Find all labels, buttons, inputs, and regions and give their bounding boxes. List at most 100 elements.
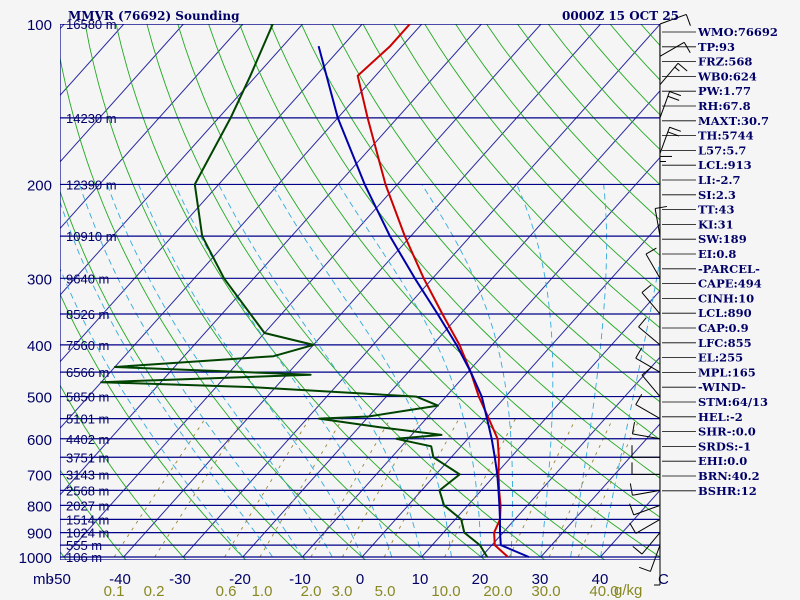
stability-index: BRN:40.2 — [698, 469, 760, 483]
stability-index: TP:93 — [698, 40, 735, 54]
wind-barb-flag — [667, 95, 680, 101]
dry-adiabat-line — [60, 384, 187, 560]
wind-barb-shaft — [635, 357, 661, 373]
axis-labels: 16580 m 14230 m 12390 m 10910 m 9640 m 8526 m… — [19, 17, 669, 600]
stability-index: -PARCEL- — [698, 262, 760, 276]
height-label: 5101 m — [66, 412, 109, 427]
dry-adiabat-line — [60, 550, 67, 560]
dry-adiabat-line — [331, 24, 660, 403]
dry-adiabat-line — [60, 55, 367, 560]
stability-index: EHI:0.0 — [698, 454, 747, 468]
isotherm-line — [480, 356, 660, 558]
wind-barb — [629, 518, 661, 534]
wind-barb-shaft — [632, 433, 661, 440]
wind-barb — [659, 91, 682, 119]
pressure-tick-label: 100 — [27, 17, 52, 34]
wind-barb-flag — [631, 421, 636, 434]
stability-index: EI:0.8 — [698, 247, 736, 261]
moist-adiabat-line — [60, 267, 244, 558]
stability-index: CINH:10 — [698, 291, 754, 305]
wind-barb-shaft — [659, 41, 685, 57]
isotherm-line — [421, 289, 660, 558]
wind-barb-flag — [669, 91, 682, 97]
wind-barb-shaft — [659, 91, 671, 119]
height-label: 4402 m — [66, 432, 109, 447]
dry-adiabat-line — [300, 24, 660, 441]
height-label: 14230 m — [66, 111, 117, 126]
wind-barb-flag — [638, 317, 647, 328]
height-label: 555 m — [66, 538, 102, 553]
dry-adiabat-line — [455, 24, 660, 257]
pressure-tick-label: 500 — [27, 390, 52, 407]
stability-index: RH:67.8 — [698, 99, 751, 113]
height-label: 7560 m — [66, 338, 109, 353]
wind-barb — [641, 367, 661, 397]
mixing-ratio-line — [383, 418, 460, 558]
mixing-ratio-line — [577, 418, 641, 558]
stability-index: LI:-2.7 — [698, 173, 741, 187]
stability-index: PW:1.77 — [698, 84, 751, 98]
time-label: 0000Z 15 OCT 25 — [562, 9, 679, 23]
isotherm-line — [60, 24, 482, 496]
pressure-tick-label: 1000 — [19, 550, 52, 567]
temperature-tick-label: -40 — [109, 571, 131, 588]
wind-barb — [654, 557, 661, 586]
wind-barb-flag — [677, 62, 688, 72]
wind-barbs — [629, 13, 691, 586]
mixing-ratio-line — [259, 418, 343, 558]
mixing-ratio-line — [508, 418, 577, 558]
temperature-tick-label: -30 — [169, 571, 191, 588]
isotherm-line — [540, 423, 660, 558]
height-label: 1514 m — [66, 512, 109, 527]
wind-barb-shaft — [635, 404, 661, 420]
mixing-ratio-label: 30.0 — [531, 583, 560, 600]
wind-barb-flag — [641, 367, 652, 376]
wind-barb — [659, 155, 672, 185]
stability-index: -WIND- — [698, 380, 746, 394]
chart-grid — [60, 24, 660, 560]
wind-barb — [659, 126, 682, 154]
wind-barb — [659, 41, 691, 57]
temperature-tick-label: 30 — [532, 571, 549, 588]
wind-barb — [645, 247, 661, 279]
height-label: 3751 m — [66, 450, 109, 465]
height-label: 2027 m — [66, 498, 109, 513]
mixing-ratio-label: 0.6 — [216, 583, 237, 600]
moist-adiabat-line — [271, 184, 452, 558]
height-label: 8526 m — [66, 307, 109, 322]
stability-index: BSHR:12 — [698, 484, 757, 498]
height-label: 9640 m — [66, 271, 109, 286]
pressure-tick-label: 200 — [27, 177, 52, 194]
wind-barb-shaft — [632, 489, 661, 496]
wind-barb-flag — [674, 66, 680, 72]
wind-barb-flag — [641, 284, 652, 293]
isotherm-line — [123, 24, 602, 558]
isotherm-line — [60, 24, 304, 296]
stability-index: L57:5.7 — [698, 143, 746, 157]
pressure-tick-label: 300 — [27, 271, 52, 288]
height-label: 12390 m — [66, 177, 117, 192]
stability-indices-panel: WMO:76692TP:93FRZ:568WB0:624PW:1.77RH:67… — [662, 25, 778, 498]
stability-index: CAPE:494 — [698, 277, 762, 291]
wind-barb — [629, 503, 661, 516]
mixing-ratio-label: 5.0 — [375, 583, 396, 600]
mixing-ratio-label: 40.0 — [589, 583, 618, 600]
stability-index: FRZ:568 — [698, 55, 752, 69]
moist-adiabat-line — [421, 184, 513, 558]
wind-barb-flag — [635, 393, 643, 405]
wind-barb-flag — [635, 347, 643, 359]
wind-barb-flag — [645, 247, 657, 255]
wind-barb-shaft — [645, 253, 661, 279]
parcel-line — [317, 45, 530, 558]
wind-barb-shaft — [641, 374, 661, 397]
wind-barb — [654, 205, 668, 237]
wind-barb-shaft — [659, 62, 679, 86]
wind-barb-flag — [629, 522, 637, 534]
stability-index: CAP:0.9 — [698, 321, 749, 335]
wind-barb-shaft — [641, 292, 661, 315]
pressure-unit-label: mb — [33, 571, 54, 588]
isotherm-line — [60, 24, 244, 230]
stability-index: MPL:165 — [698, 365, 756, 379]
mixing-ratio-line — [444, 418, 516, 558]
stability-index: STM:64/13 — [698, 395, 768, 409]
